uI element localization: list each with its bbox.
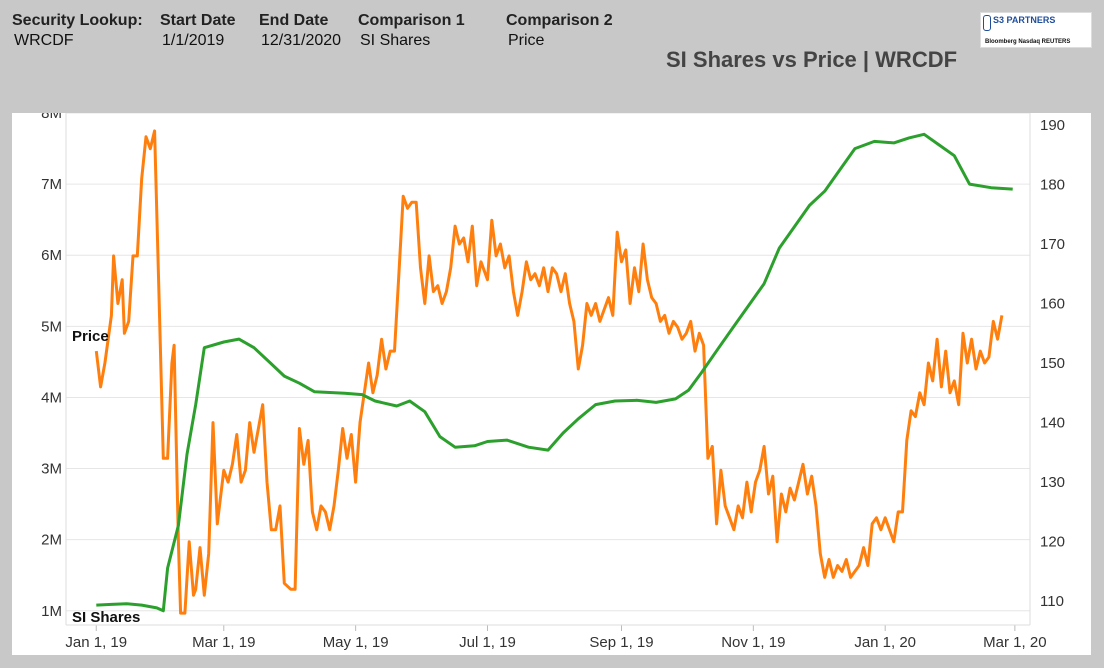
y-left-tick-label: 2M (41, 532, 62, 549)
comparison-1-label: Comparison 1 (358, 12, 465, 29)
start-date-value[interactable]: 1/1/2019 (162, 32, 225, 49)
security-lookup-value[interactable]: WRCDF (14, 32, 74, 49)
y-left-tick-label: 8M (41, 113, 62, 122)
series-line-si-shares (96, 132, 1013, 613)
comparison-2-value[interactable]: Price (508, 32, 545, 49)
y-right-tick-label: 180 (1040, 176, 1065, 193)
y-right-tick-label: 160 (1040, 296, 1065, 313)
logo-partners: Bloomberg Nasdaq REUTERS (985, 39, 1071, 45)
x-tick-label: May 1, 19 (323, 634, 389, 651)
y-right-tick-label: 150 (1040, 355, 1065, 372)
axes: 1M 2M 3M 4M 5M 6M 7M 8M 110 120 130 140 150 160 170 180… (41, 113, 1065, 651)
y-right-tick-label: 120 (1040, 534, 1065, 551)
y-left-tick-label: 4M (41, 389, 62, 406)
s3-logo-mark-icon (983, 15, 991, 31)
x-tick-label: Nov 1, 19 (721, 634, 785, 651)
y-left-tick-label: 1M (41, 603, 62, 620)
security-lookup-label: Security Lookup: (12, 12, 143, 29)
chart-svg: 1M 2M 3M 4M 5M 6M 7M 8M 110 120 130 140 150 160 170 180… (41, 113, 1065, 651)
y-right-tick-label: 130 (1040, 474, 1065, 491)
chart-title: SI Shares vs Price | WRCDF (666, 47, 958, 72)
chart-panel: 1M 2M 3M 4M 5M 6M 7M 8M 110 120 130 140 150 160 170 180… (12, 113, 1091, 655)
y-right-tick-label: 190 (1040, 117, 1065, 134)
comparison-1-value[interactable]: SI Shares (360, 32, 431, 49)
x-tick-label: Jul 1, 19 (459, 634, 516, 651)
series-label-price: Price (72, 328, 109, 345)
end-date-value[interactable]: 12/31/2020 (261, 32, 342, 49)
logo-brand: S3 PARTNERS (993, 15, 1056, 25)
x-tick-label: Jan 1, 20 (854, 634, 916, 651)
header-security-lookup: Security Lookup: WRCDF (12, 12, 143, 50)
series-line-price (94, 129, 1004, 615)
x-tick-label: Sep 1, 19 (589, 634, 653, 651)
y-left-tick-label: 5M (41, 318, 62, 335)
header-comparison-1: Comparison 1 SI Shares (358, 12, 465, 50)
s3-partners-logo: S3 PARTNERS Bloomberg Nasdaq REUTERS (980, 12, 1092, 48)
grid-lines (66, 113, 1030, 612)
x-tick-label: Mar 1, 20 (983, 634, 1046, 651)
y-right-tick-label: 140 (1040, 415, 1065, 432)
start-date-label: Start Date (160, 12, 236, 29)
series-label-si-shares: SI Shares (72, 609, 140, 626)
header-comparison-2: Comparison 2 Price (506, 12, 613, 50)
y-left-tick-label: 6M (41, 247, 62, 264)
header-end-date: End Date 12/31/2020 (259, 12, 341, 50)
comparison-2-label: Comparison 2 (506, 12, 613, 29)
x-tick-label: Mar 1, 19 (192, 634, 255, 651)
header-start-date: Start Date 1/1/2019 (160, 12, 236, 50)
y-right-tick-label: 110 (1040, 593, 1064, 610)
y-right-tick-label: 170 (1040, 236, 1065, 253)
y-left-tick-label: 3M (41, 461, 62, 478)
x-tick-label: Jan 1, 19 (65, 634, 127, 651)
y-left-tick-label: 7M (41, 176, 62, 193)
end-date-label: End Date (259, 12, 329, 29)
